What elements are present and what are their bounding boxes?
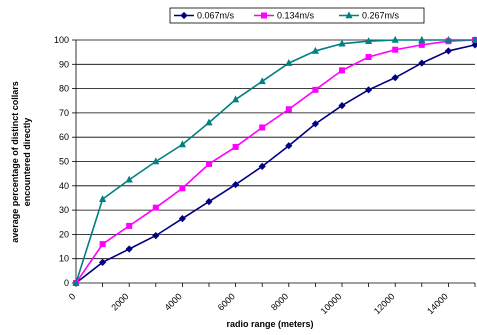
series-2-point-3 [152, 204, 159, 211]
series-1-point-8 [285, 142, 293, 150]
y-tick-label-60: 60 [59, 132, 69, 142]
y-axis-label-line-2: encountered directly [22, 118, 32, 207]
y-tick-label-40: 40 [59, 181, 69, 191]
series-3-point-6 [232, 95, 240, 103]
series-2-point-1 [99, 241, 106, 248]
series-3-point-7 [258, 77, 266, 85]
series-3-point-3 [152, 157, 160, 165]
series-3-point-2 [125, 175, 133, 183]
chart-gridlines [76, 39, 475, 260]
x-tick-label-14000: 14000 [425, 291, 450, 316]
series-2-point-13 [418, 41, 425, 48]
series-2-point-4 [179, 185, 186, 192]
y-tick-label-50: 50 [59, 157, 69, 167]
x-axis-label: radio range (meters) [226, 319, 313, 329]
y-tick-label-20: 20 [59, 229, 69, 239]
legend-marker-1 [180, 11, 188, 20]
y-tick-label-30: 30 [59, 205, 69, 215]
chart-legend: 0.067m/s 0.134m/s 0.267m/s [169, 7, 425, 24]
series-3-point-4 [178, 140, 186, 148]
series-2-point-8 [285, 106, 292, 113]
series-1-point-1 [99, 258, 107, 266]
y-tick-label-10: 10 [59, 254, 69, 264]
series-2-point-6 [232, 143, 239, 150]
legend-label-3: 0.267m/s [362, 11, 400, 21]
series-2-point-12 [392, 46, 399, 53]
series-3-point-12 [391, 35, 399, 43]
series-3-point-14 [444, 35, 452, 43]
series-1-point-3 [152, 232, 160, 240]
series-3-point-5 [205, 118, 213, 126]
series-3-point-1 [99, 195, 107, 202]
x-tick-label-8000: 8000 [269, 291, 290, 312]
series-line-2 [75, 39, 476, 284]
x-tick-label-0: 0 [67, 291, 78, 302]
series-3-point-11 [365, 37, 373, 45]
series-1-point-10 [338, 102, 346, 110]
y-tick-label-0: 0 [64, 278, 69, 288]
chart-axes [72, 39, 476, 287]
y-tick-label-90: 90 [59, 59, 69, 69]
series-1-point-15 [471, 41, 477, 49]
series-2-point-2 [126, 222, 133, 229]
y-tick-label-100: 100 [54, 35, 69, 45]
chart-series [72, 35, 477, 287]
legend-box [169, 7, 425, 24]
series-1-point-11 [365, 86, 373, 94]
series-line-3 [75, 39, 475, 284]
x-tick-labels: 0 2000 4000 6000 8000 10000 12000 14000 [67, 291, 450, 316]
x-tick-label-12000: 12000 [372, 291, 397, 316]
x-tick-label-6000: 6000 [216, 291, 237, 312]
series-1-point-13 [418, 59, 426, 67]
y-axis-label-line-1: average percentage of distinct collars [10, 81, 20, 243]
series-2-point-7 [259, 124, 266, 131]
series-3-point-9 [311, 46, 319, 54]
legend-marker-3 [345, 11, 353, 19]
x-tick-label-10000: 10000 [319, 291, 344, 316]
series-1-point-14 [444, 47, 452, 55]
series-line-1 [75, 44, 476, 284]
x-tick-label-4000: 4000 [163, 291, 184, 312]
series-2-point-5 [206, 160, 212, 167]
x-tick-label-2000: 2000 [109, 291, 130, 312]
y-tick-labels: 0 10 20 30 40 50 60 70 80 90 100 [54, 35, 69, 288]
series-2-point-11 [365, 54, 372, 61]
series-2-point-9 [312, 86, 319, 93]
series-1-point-12 [391, 74, 399, 82]
y-tick-label-70: 70 [59, 108, 69, 118]
series-1-point-6 [232, 180, 240, 189]
y-tick-label-80: 80 [59, 84, 69, 94]
series-3-point-10 [338, 39, 346, 47]
series-1-point-9 [311, 120, 319, 128]
series-3-point-8 [285, 58, 293, 66]
series-1-point-2 [125, 245, 133, 253]
series-3-point-0 [72, 278, 80, 286]
series-1-point-5 [205, 197, 213, 206]
series-1-point-7 [258, 162, 266, 170]
series-1-point-4 [178, 215, 186, 223]
series-3-point-13 [418, 35, 426, 43]
series-2-point-10 [339, 67, 345, 74]
legend-label-1: 0.067m/s [197, 11, 235, 21]
series-3-point-15 [471, 35, 477, 43]
legend-label-2: 0.134m/s [277, 11, 315, 21]
legend-marker-2 [261, 12, 267, 19]
